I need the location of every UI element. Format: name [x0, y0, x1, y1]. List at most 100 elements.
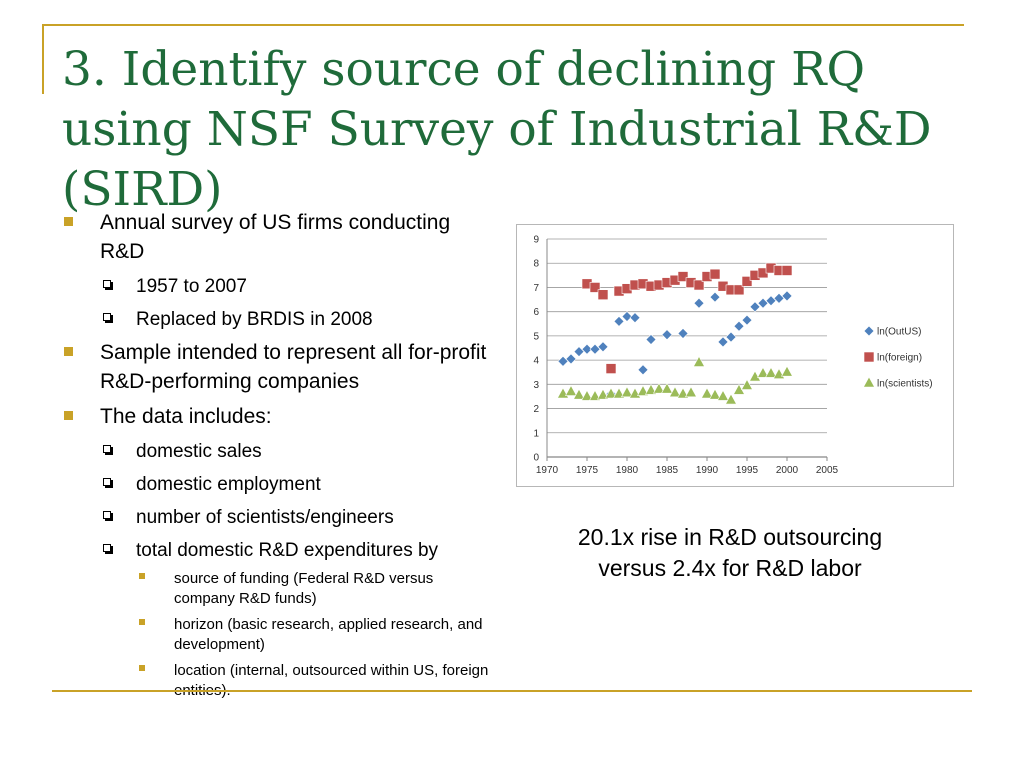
- sub-bullet-item: domestic employment: [100, 472, 492, 497]
- scatter-chart: 0 1 2 3 4 5 6 7 8 9 1970 1975 1980 1985 1990 1995 2000 20…: [533, 235, 932, 477]
- data-point: [733, 320, 745, 332]
- bullet-text: Annual survey of US firms conducting R&D: [100, 211, 451, 263]
- x-tick-label: 2000: [776, 465, 799, 476]
- x-tick-label: 1985: [656, 465, 679, 476]
- y-tick-label: 8: [533, 259, 539, 270]
- data-point: [780, 365, 794, 377]
- sub-sub-bullet-item: horizon (basic research, applied researc…: [136, 615, 492, 655]
- y-tick-label: 9: [533, 235, 539, 246]
- legend-label: ln(OutUS): [877, 327, 921, 338]
- sub-bullet-item: Replaced by BRDIS in 2008: [100, 307, 492, 332]
- data-point: [605, 363, 617, 374]
- data-point: [677, 328, 689, 339]
- x-tick-label: 1970: [536, 465, 559, 476]
- data-point: [589, 282, 601, 293]
- data-point: [717, 336, 729, 348]
- bottom-rule: [52, 690, 972, 692]
- y-tick-label: 2: [533, 404, 539, 415]
- sub-sub-bullet-item: source of funding (Federal R&D versus co…: [136, 569, 492, 609]
- data-point: [668, 386, 682, 398]
- bullet-text: The data includes:: [100, 405, 272, 428]
- data-point: [565, 353, 577, 365]
- data-point: [581, 343, 593, 355]
- data-point: [676, 387, 690, 399]
- data-point: [716, 389, 730, 401]
- legend-label: ln(foreign): [877, 353, 922, 364]
- data-point: [652, 382, 666, 394]
- data-point: [620, 386, 634, 398]
- data-point: [597, 289, 609, 301]
- data-point: [708, 388, 722, 400]
- data-point: [573, 346, 585, 358]
- y-tick-label: 5: [533, 331, 539, 342]
- data-point: [588, 389, 602, 401]
- bullet-text: Sample intended to represent all for-pro…: [100, 341, 487, 393]
- sub-bullet-item: 1957 to 2007: [100, 274, 492, 299]
- data-point: [677, 271, 689, 282]
- data-point: [557, 355, 569, 367]
- x-tick-label: 1980: [616, 465, 639, 476]
- bullet-item: Annual survey of US firms conducting R&D…: [62, 208, 492, 332]
- data-point: [621, 311, 633, 322]
- x-tick-label: 2005: [816, 465, 839, 476]
- data-point: [612, 387, 626, 399]
- data-point: [740, 378, 754, 390]
- sub-bullet-item: number of scientists/engineers: [100, 505, 492, 530]
- y-tick-label: 7: [533, 283, 539, 294]
- sub-bullet-item: domestic sales: [100, 439, 492, 464]
- data-point: [709, 268, 721, 280]
- data-point: [604, 387, 618, 399]
- data-point: [596, 388, 610, 400]
- data-point: [693, 279, 705, 291]
- y-tick-label: 4: [533, 356, 539, 367]
- data-point: [692, 355, 706, 367]
- data-point: [645, 334, 657, 345]
- bullet-list: Annual survey of US firms conducting R&D…: [62, 208, 492, 707]
- data-point: [589, 343, 601, 355]
- data-point: [724, 393, 738, 405]
- bullet-item: The data includes: domestic sales domest…: [62, 402, 492, 701]
- data-point: [773, 292, 785, 304]
- y-tick-label: 6: [533, 307, 539, 318]
- data-point: [725, 331, 737, 343]
- x-tick-label: 1995: [736, 465, 759, 476]
- data-point: [636, 384, 650, 396]
- title-accent-bar: [42, 24, 44, 94]
- data-point: [660, 382, 674, 394]
- data-point: [644, 383, 658, 395]
- data-point: [741, 276, 753, 287]
- data-point: [637, 364, 649, 376]
- data-point: [661, 329, 673, 341]
- data-point: [564, 384, 578, 396]
- data-point: [781, 265, 793, 276]
- x-tick-label: 1975: [576, 465, 599, 476]
- legend-marker: [863, 325, 875, 337]
- data-point: [700, 387, 714, 399]
- legend-marker: [862, 376, 876, 388]
- y-tick-label: 0: [533, 453, 539, 464]
- data-point: [765, 295, 777, 307]
- sub-bullet-text: total domestic R&D expenditures by: [136, 540, 439, 561]
- data-point: [709, 291, 721, 303]
- data-point: [741, 314, 753, 326]
- sub-bullet-list: domestic sales domestic employment numbe…: [100, 439, 492, 701]
- data-point: [748, 370, 762, 382]
- data-point: [572, 388, 586, 400]
- data-point: [629, 312, 641, 324]
- data-point: [781, 290, 793, 302]
- data-point: [693, 297, 705, 309]
- data-point: [684, 386, 698, 398]
- sub-bullet-list: 1957 to 2007 Replaced by BRDIS in 2008: [100, 274, 492, 332]
- sub-sub-bullet-item: location (internal, outsourced within US…: [136, 661, 492, 701]
- data-point: [733, 284, 745, 296]
- chart-caption: 20.1x rise in R&D outsourcing versus 2.4…: [540, 522, 920, 584]
- bullet-item: Sample intended to represent all for-pro…: [62, 338, 492, 396]
- data-point: [764, 366, 778, 378]
- caption-line: 20.1x rise in R&D outsourcing: [577, 524, 883, 550]
- data-point: [613, 315, 625, 327]
- legend-marker: [863, 351, 875, 363]
- sub-sub-bullet-list: source of funding (Federal R&D versus co…: [136, 569, 492, 701]
- top-rule: [42, 24, 964, 26]
- data-point: [580, 389, 594, 401]
- caption-line: versus 2.4x for R&D labor: [598, 555, 862, 581]
